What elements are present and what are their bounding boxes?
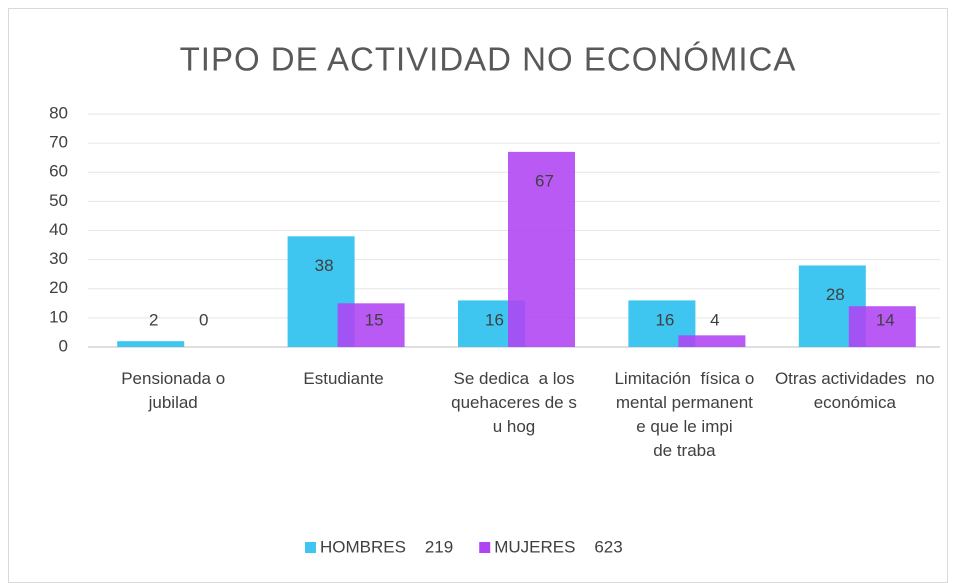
data-label: 16 (485, 310, 504, 329)
x-tick-label-line: Estudiante (303, 369, 383, 388)
bar (848, 306, 916, 347)
x-tick-label-line: Otras actividades no (775, 369, 935, 388)
data-label: 28 (826, 285, 845, 304)
x-tick-label-line: u hog (493, 417, 536, 436)
data-label: 0 (199, 310, 208, 329)
y-tick-label: 0 (59, 336, 68, 355)
data-label: 14 (876, 310, 895, 329)
x-tick-label-line: de traba (653, 441, 716, 460)
data-label: 38 (315, 256, 334, 275)
bar (678, 335, 746, 347)
y-tick-label: 30 (49, 249, 68, 268)
data-label: 4 (710, 310, 719, 329)
legend-label: HOMBRES 219 (320, 537, 453, 556)
x-tick-label-line: económica (814, 393, 897, 412)
data-label: 2 (149, 310, 158, 329)
x-tick-label: Estudiante (303, 369, 383, 388)
y-tick-label: 40 (49, 220, 68, 239)
x-tick-label-line: Limitación física o (614, 369, 754, 388)
y-tick-label: 80 (49, 103, 68, 122)
chart-frame (8, 8, 948, 583)
x-tick-label: Pensionada o jubilad (121, 369, 225, 412)
x-tick-label-line: jubilad (148, 393, 198, 412)
x-tick-label-line: quehaceres de s (451, 393, 577, 412)
x-tick-label: Otras actividades no económica (775, 369, 935, 412)
data-label: 67 (535, 171, 554, 190)
x-tick-label: Se dedica a los quehaceres de s u hog (451, 369, 577, 436)
y-tick-label: 70 (49, 133, 68, 152)
y-tick-label: 60 (49, 162, 68, 181)
legend-label: MUJERES 623 (494, 537, 623, 556)
x-tick-label: Limitación física o mental permanent e que… (614, 369, 754, 460)
bar (508, 151, 575, 347)
data-label: 16 (655, 310, 674, 329)
y-tick-label: 20 (49, 278, 68, 297)
bar (117, 341, 185, 347)
legend-swatch (479, 542, 491, 553)
bar (337, 303, 405, 347)
x-tick-label-line: mental permanent (616, 393, 753, 412)
y-tick-label: 50 (49, 191, 68, 210)
legend-swatch (305, 542, 316, 553)
x-tick-label-line: Se dedica a los (454, 369, 575, 388)
x-tick-label-line: e que le impi (636, 417, 732, 436)
x-tick-label-line: Pensionada o (121, 369, 225, 388)
y-tick-label: 10 (49, 307, 68, 326)
data-label: 15 (365, 310, 384, 329)
chart-title: TIPO DE ACTIVIDAD NO ECONÓMICA (180, 41, 797, 78)
